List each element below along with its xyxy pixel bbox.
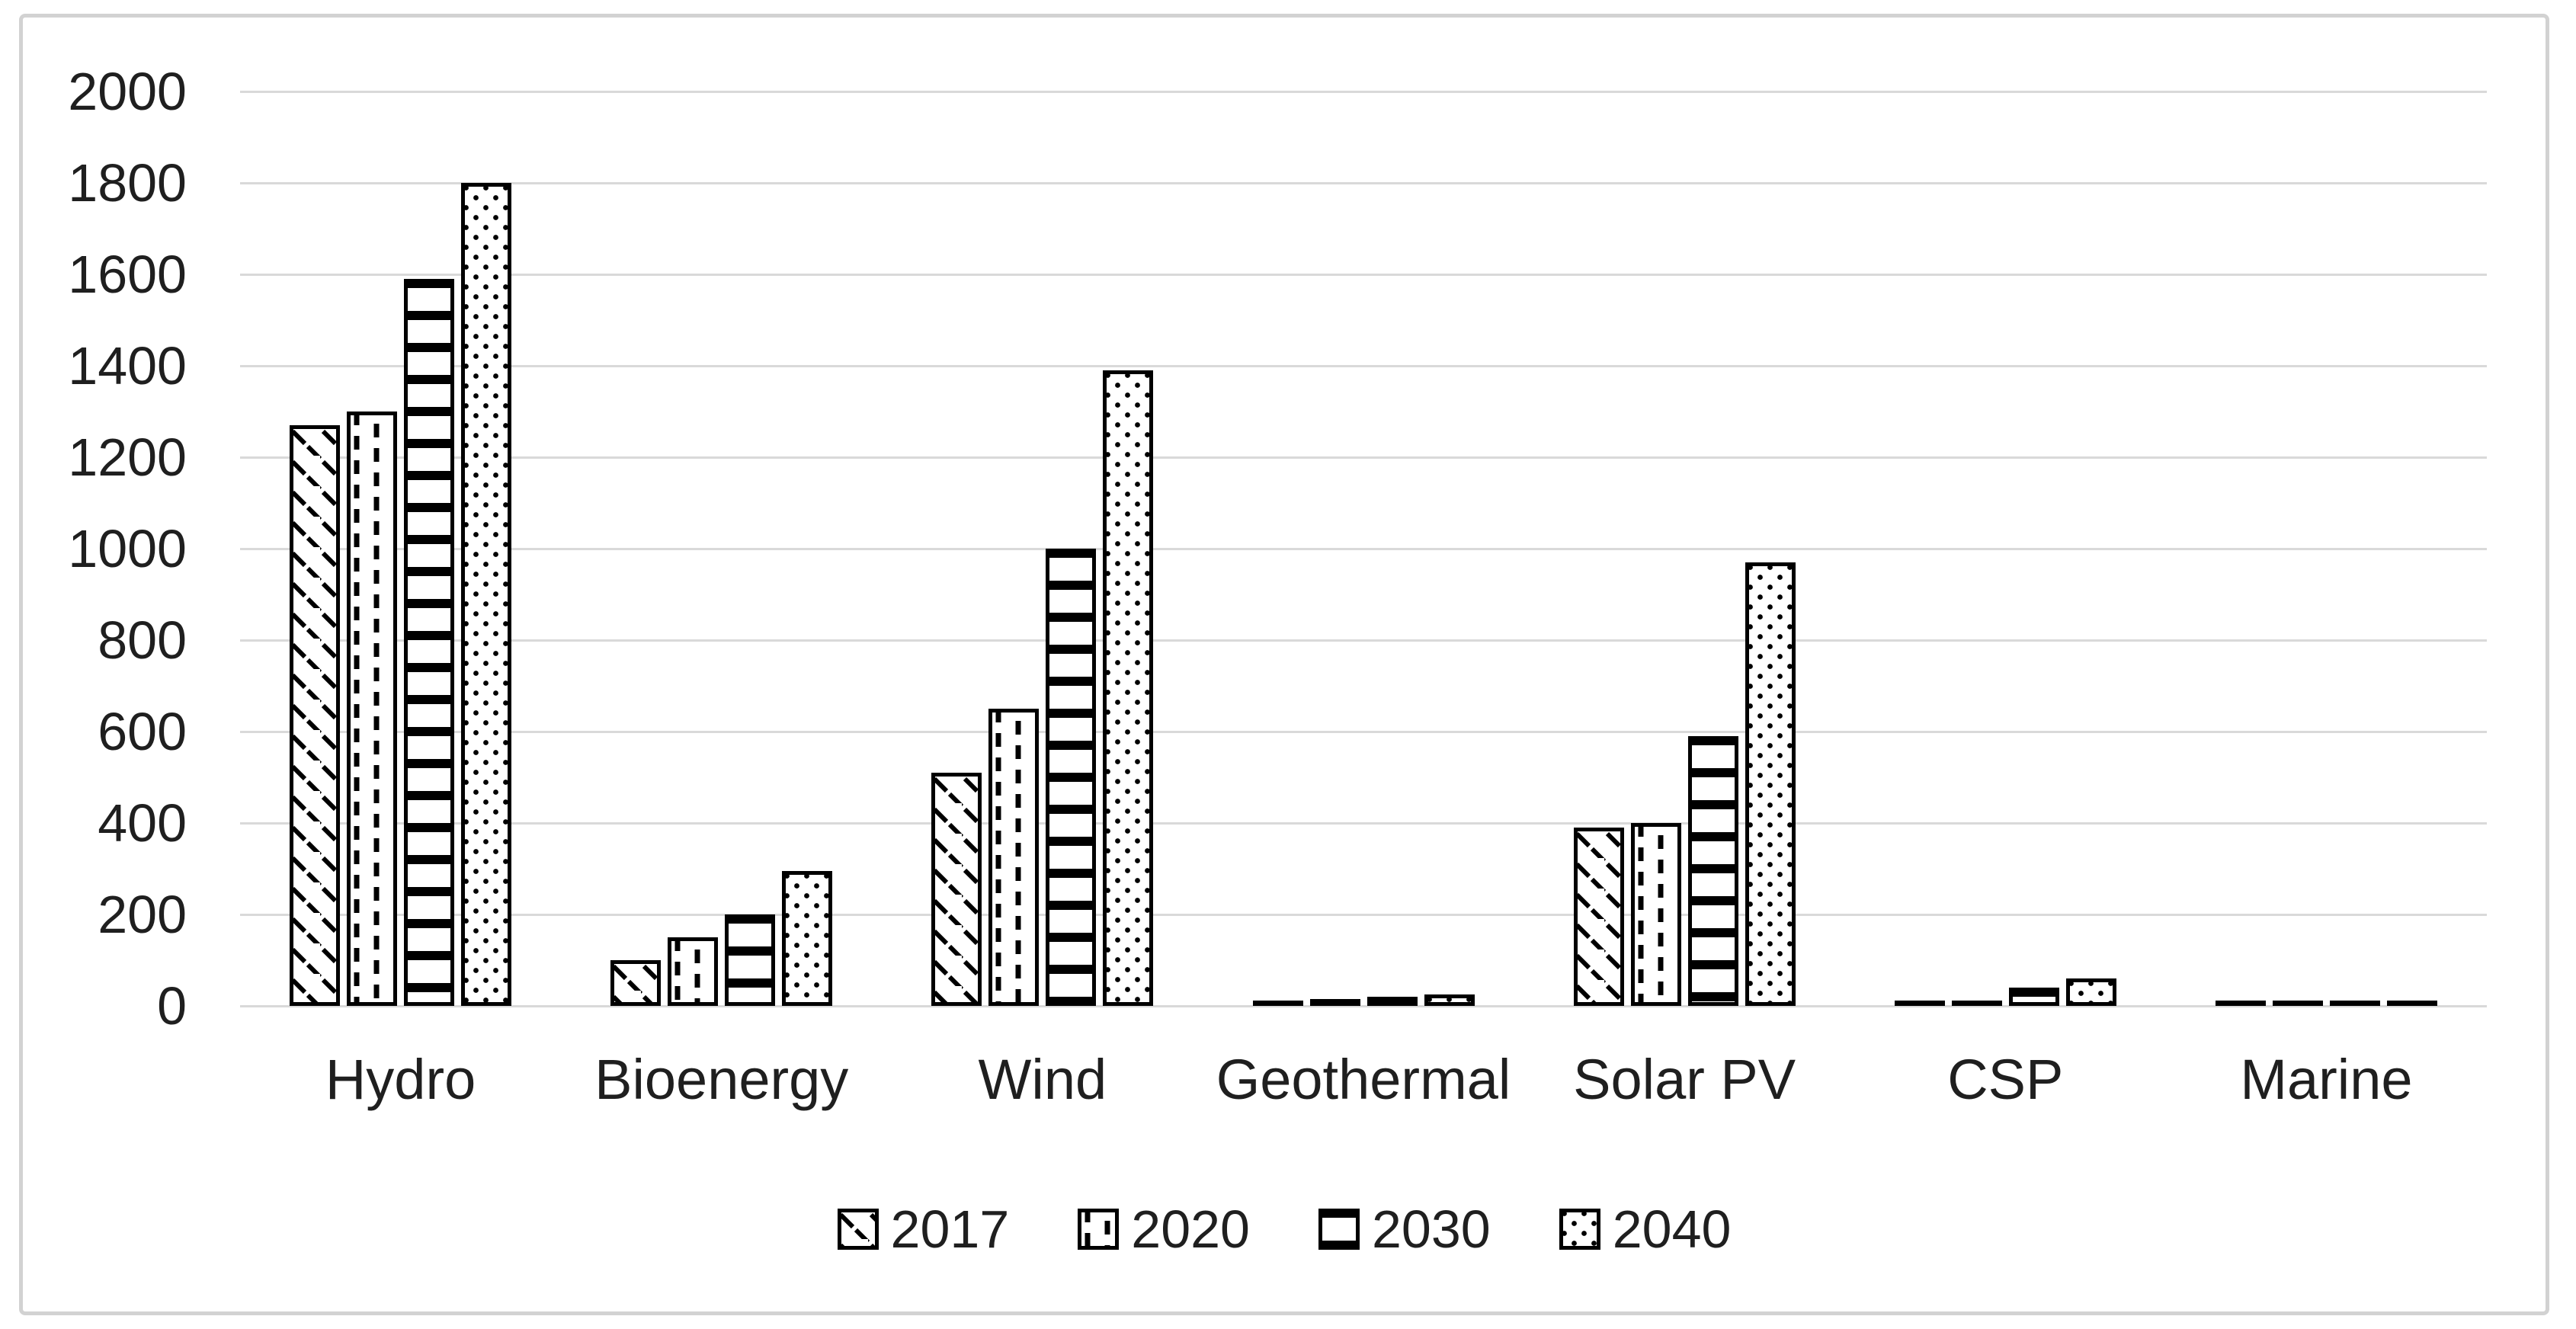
legend-label-2017: 2017	[890, 1199, 1010, 1259]
bar-solar-pv-2040	[1745, 562, 1796, 1006]
bar-geothermal-2020	[1309, 999, 1360, 1006]
bar-csp-2020	[1951, 1001, 2002, 1006]
bar-csp-2017	[1894, 1001, 1945, 1006]
gridline-1600	[240, 273, 2487, 276]
bar-wind-2017	[931, 773, 982, 1006]
bar-geothermal-2030	[1366, 997, 1418, 1006]
legend-swatch-2030	[1318, 1209, 1360, 1250]
legend: 2017 2020 2030 2040	[23, 1191, 2546, 1267]
gridline-2000	[240, 90, 2487, 93]
x-tick-label-solar-pv: Solar PV	[1573, 1048, 1796, 1111]
y-tick-label-0: 0	[157, 976, 187, 1036]
legend-item-2020: 2020	[1078, 1203, 1250, 1256]
bar-geothermal-2040	[1424, 994, 1475, 1006]
gridline-1800	[240, 181, 2487, 184]
bar-bioenergy-2017	[610, 960, 662, 1006]
bar-hydro-2040	[461, 183, 512, 1006]
x-tick-label-hydro: Hydro	[325, 1048, 476, 1111]
bar-csp-2040	[2065, 978, 2116, 1006]
x-axis-labels: Hydro Bioenergy Wind Geothermal Solar PV CSP M…	[23, 18, 2546, 1311]
legend-swatch-2017	[837, 1209, 879, 1250]
bar-csp-2030	[2008, 988, 2059, 1006]
bar-marine-2040	[2386, 1001, 2437, 1006]
y-tick-label-1200: 1200	[68, 428, 187, 487]
x-tick-label-geothermal: Geothermal	[1216, 1048, 1511, 1111]
gridline-1200	[240, 456, 2487, 459]
plot-area	[23, 18, 2546, 1311]
bar-marine-2030	[2329, 1001, 2380, 1006]
bar-solar-pv-2017	[1573, 828, 1624, 1006]
bar-wind-2020	[988, 709, 1040, 1006]
bar-hydro-2030	[404, 279, 455, 1006]
chart-frame: 0 200 400 600 800 1000 1200 1400 1600 1800 2000 Hy…	[19, 14, 2549, 1315]
gridline-1000	[240, 547, 2487, 550]
x-tick-label-marine: Marine	[2240, 1048, 2413, 1111]
legend-label-2040: 2040	[1612, 1199, 1732, 1259]
bar-wind-2040	[1103, 370, 1154, 1006]
y-tick-label-200: 200	[98, 885, 187, 944]
bar-wind-2030	[1046, 549, 1097, 1006]
y-axis-labels: 0 200 400 600 800 1000 1200 1400 1600 1800 2000	[23, 18, 2546, 1311]
gridline-400	[240, 821, 2487, 825]
bar-marine-2017	[2215, 1001, 2266, 1006]
y-tick-label-600: 600	[98, 702, 187, 761]
y-tick-label-800: 800	[98, 610, 187, 670]
gridline-1400	[240, 364, 2487, 367]
y-tick-label-1600: 1600	[68, 245, 187, 304]
legend-swatch-2040	[1559, 1209, 1600, 1250]
y-tick-label-2000: 2000	[68, 62, 187, 121]
bar-solar-pv-2020	[1630, 823, 1681, 1006]
y-tick-label-1800: 1800	[68, 153, 187, 213]
bar-hydro-2020	[347, 412, 398, 1006]
y-tick-label-400: 400	[98, 793, 187, 853]
gridline-600	[240, 730, 2487, 733]
bar-bioenergy-2020	[668, 937, 719, 1006]
legend-swatch-2020	[1078, 1209, 1120, 1250]
bar-solar-pv-2030	[1687, 736, 1738, 1006]
bar-geothermal-2017	[1252, 1001, 1303, 1006]
x-tick-label-wind: Wind	[978, 1048, 1107, 1111]
bar-marine-2020	[2272, 1001, 2323, 1006]
legend-item-2017: 2017	[837, 1199, 1010, 1259]
bar-bioenergy-2030	[725, 914, 776, 1006]
gridline-800	[240, 639, 2487, 642]
legend-item-2040: 2040	[1559, 1199, 1732, 1259]
gridline-200	[240, 913, 2487, 916]
legend-label-2030: 2030	[1372, 1199, 1491, 1259]
legend-label-2020: 2020	[1131, 1199, 1250, 1259]
y-tick-label-1400: 1400	[68, 336, 187, 395]
gridline-0	[240, 1004, 2487, 1007]
x-tick-label-bioenergy: Bioenergy	[594, 1048, 849, 1111]
x-tick-label-csp: CSP	[1947, 1048, 2064, 1111]
bar-bioenergy-2040	[782, 871, 833, 1006]
legend-item-2030: 2030	[1318, 1203, 1491, 1256]
bar-hydro-2017	[290, 425, 341, 1006]
y-tick-label-1000: 1000	[68, 519, 187, 578]
